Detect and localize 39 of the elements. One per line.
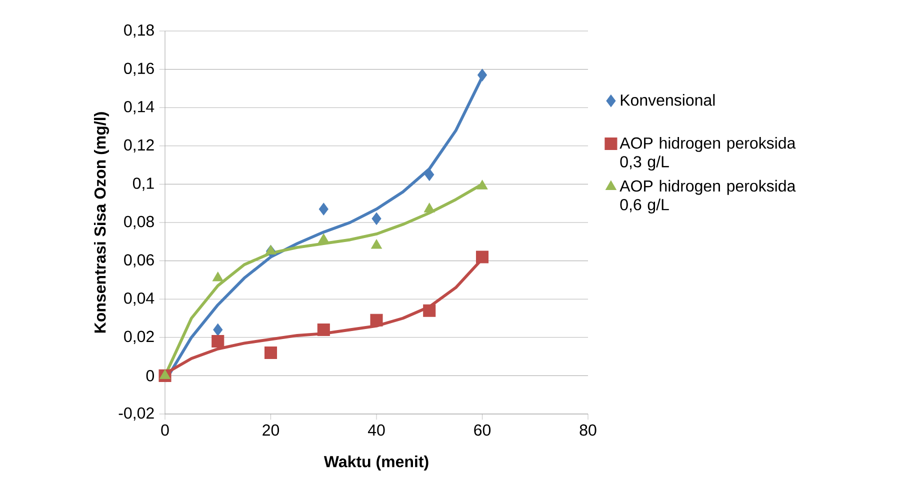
point bbox=[424, 168, 434, 181]
y-tick-label: 0,14 bbox=[124, 100, 154, 114]
legend-label: AOP hidrogen peroksida 0,3 g/L bbox=[620, 136, 796, 171]
point bbox=[212, 334, 224, 348]
point bbox=[213, 323, 223, 336]
y-tick-label: 0,02 bbox=[124, 330, 154, 344]
x-tick-label: 0 bbox=[161, 424, 169, 436]
point bbox=[423, 304, 436, 317]
y-tick-label: 0,08 bbox=[124, 216, 154, 230]
point bbox=[372, 212, 382, 225]
point bbox=[370, 314, 383, 326]
x-tick-label: 40 bbox=[368, 424, 385, 436]
x-tick-label: 80 bbox=[580, 424, 596, 436]
point bbox=[476, 250, 489, 264]
x-tick-label: 20 bbox=[262, 424, 280, 436]
y-tick-label: 0,04 bbox=[124, 292, 154, 306]
x-tick-label: 60 bbox=[474, 424, 491, 436]
y-tick-label: 0,1 bbox=[132, 178, 154, 191]
point bbox=[265, 244, 276, 254]
point bbox=[476, 180, 488, 190]
y-tick-label: 0,12 bbox=[124, 139, 154, 153]
y-tick-label: 0,06 bbox=[124, 254, 154, 268]
y-tick-label: -0,02 bbox=[118, 407, 154, 421]
point bbox=[317, 323, 330, 336]
y-tick-label: 0,18 bbox=[124, 24, 154, 38]
point bbox=[264, 346, 278, 359]
legend-label: Konvensional bbox=[620, 94, 715, 106]
y-tick-label: 0,16 bbox=[124, 62, 154, 76]
legend-label: AOP hidrogen peroksida 0,6 g/L bbox=[620, 180, 796, 214]
point bbox=[371, 239, 382, 249]
y-tick-label: 0 bbox=[146, 370, 154, 382]
point bbox=[212, 272, 224, 282]
point bbox=[318, 202, 328, 216]
x-axis-title: Waktu (menit) bbox=[324, 456, 428, 470]
point bbox=[477, 68, 488, 82]
point bbox=[160, 369, 170, 379]
point bbox=[424, 202, 435, 212]
point bbox=[318, 233, 330, 244]
y-axis-title: Konsentrasi Sisa Ozon (mg/l) bbox=[94, 112, 109, 333]
